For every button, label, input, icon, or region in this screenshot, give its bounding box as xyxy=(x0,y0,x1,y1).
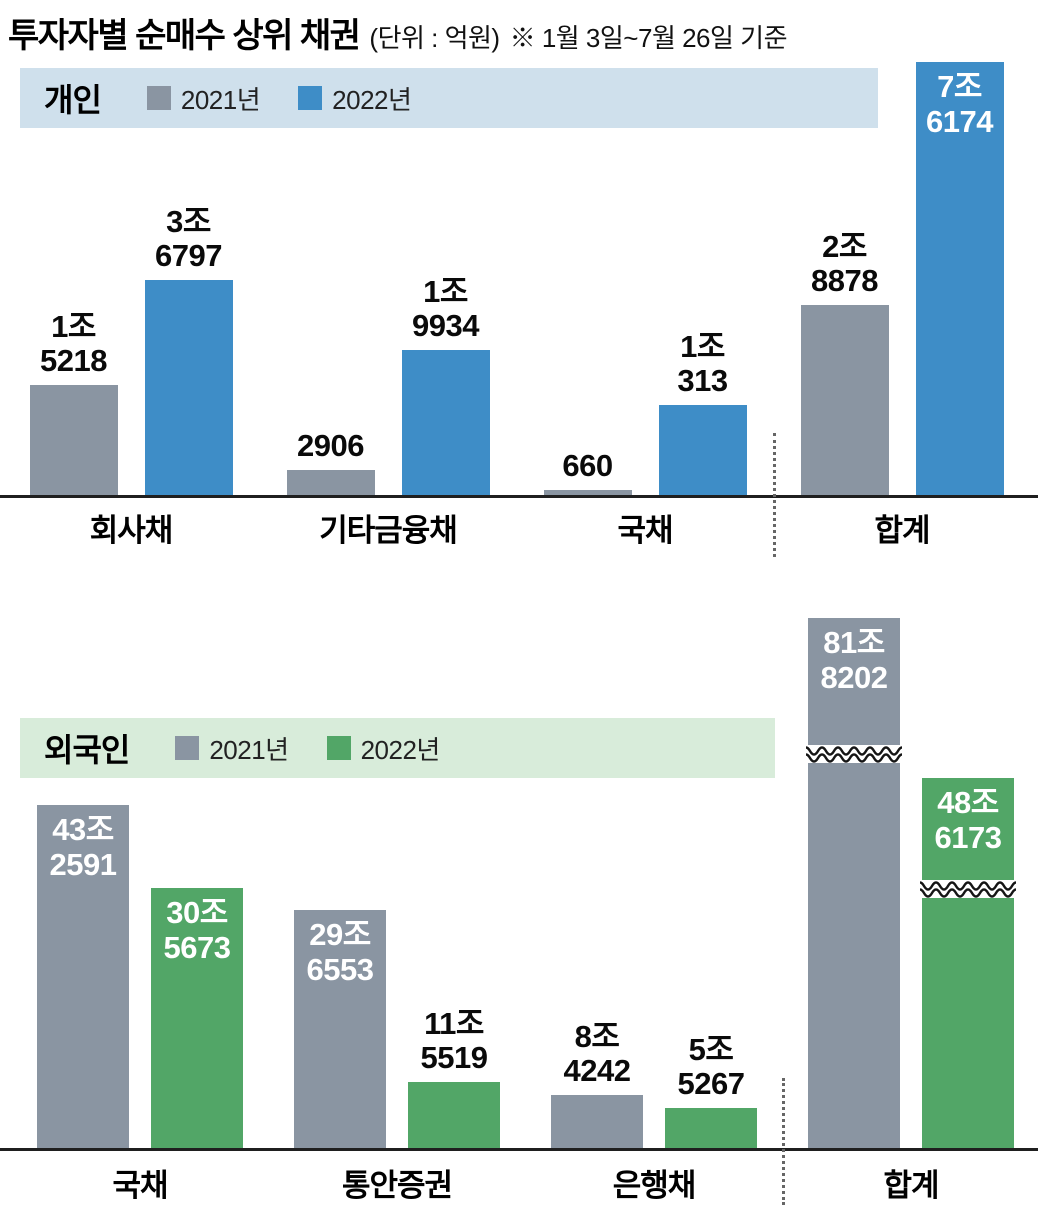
value-label-individual-s1-c3: 7조 6174 xyxy=(926,69,993,139)
bar-foreign-s0-c3 xyxy=(808,618,900,1150)
title-period-note: ※ 1월 3일~7월 26일 기준 xyxy=(509,23,788,53)
title-main: 투자자별 순매수 상위 채권 xyxy=(8,17,361,55)
category-label-individual-0: 회사채 xyxy=(89,513,174,548)
category-label-individual-2: 국채 xyxy=(617,513,673,548)
panel-individual-header-band: 개인 2021년 2022년 xyxy=(20,68,878,128)
value-label-foreign-s0-c2: 8조 4242 xyxy=(563,1018,631,1089)
panel-individual-title: 개인 xyxy=(44,82,102,118)
panel-individual-total-separator xyxy=(773,433,776,557)
panel-individual-x-axis xyxy=(0,495,1038,498)
bar-individual-s1-c1 xyxy=(401,350,490,497)
panel-foreign-bars: 43조 2591 29조 6553 8조 4242 81조 8202 30조 5673 11조 551… xyxy=(0,560,1038,1209)
legend-item-2021: 2021년 xyxy=(175,730,289,767)
value-label-individual-s0-c0: 1조 5218 xyxy=(40,308,107,379)
bar-individual-s0-c1 xyxy=(286,470,375,497)
category-label-foreign-1: 통안증권 xyxy=(341,1168,453,1203)
value-label-individual-s1-c2: 1조 313 xyxy=(677,328,728,399)
value-label-foreign-s1-c3: 48조 6173 xyxy=(934,785,1002,855)
legend-swatch-2021 xyxy=(175,736,200,760)
legend-item-2022: 2022년 xyxy=(298,80,412,117)
legend-item-2022: 2022년 xyxy=(326,730,441,767)
legend-label-2021: 2021년 xyxy=(180,84,261,115)
value-label-foreign-s0-c3: 81조 8202 xyxy=(820,625,888,695)
panel-foreign-title: 외국인 xyxy=(44,732,130,768)
panel-foreign-category-labels: 국채 통안증권 은행채 합계 xyxy=(0,560,1038,1209)
panel-individual-bars: 1조 5218 2906 660 2조 8878 3조 6797 1조 9934 1조 313 7조 61… xyxy=(0,55,1038,565)
panel-individual: 개인 2021년 2022년 1조 5218 2906 660 2조 8878 3조 6797… xyxy=(0,55,1038,565)
bar-foreign-s0-c2 xyxy=(551,1095,643,1150)
bar-foreign-s1-c1 xyxy=(408,1082,500,1150)
value-label-individual-s1-c0: 3조 6797 xyxy=(155,203,222,274)
value-label-individual-s1-c1: 1조 9934 xyxy=(412,273,479,344)
axis-break-marks-foreign-s0 xyxy=(806,745,902,763)
value-label-individual-s0-c1: 2906 xyxy=(297,428,364,464)
category-label-foreign-0: 국채 xyxy=(112,1168,168,1203)
bar-individual-s0-c2 xyxy=(543,490,632,497)
category-label-individual-1: 기타금융채 xyxy=(319,513,458,548)
bar-individual-s0-c0 xyxy=(29,385,118,497)
title-unit-note: (단위 : 억원) xyxy=(369,23,500,53)
value-label-foreign-s1-c0: 30조 5673 xyxy=(163,895,231,965)
panel-foreign-total-separator xyxy=(782,1078,785,1205)
value-label-foreign-s0-c1: 29조 6553 xyxy=(306,917,374,987)
panel-foreign-x-axis xyxy=(0,1148,1038,1151)
bar-individual-s1-c0 xyxy=(144,280,233,497)
legend-label-2022: 2022년 xyxy=(360,734,441,765)
value-label-foreign-s0-c0: 43조 2591 xyxy=(49,812,117,882)
value-label-foreign-s1-c2: 5조 5267 xyxy=(677,1031,745,1102)
bar-foreign-s0-c0 xyxy=(37,805,129,1150)
legend-swatch-2022 xyxy=(326,736,351,760)
value-label-foreign-s1-c1: 11조 5519 xyxy=(420,1005,488,1076)
bar-foreign-s0-c1 xyxy=(294,910,386,1150)
legend-swatch-2021 xyxy=(146,86,171,110)
value-label-individual-s0-c3: 2조 8878 xyxy=(811,228,878,299)
bar-individual-s1-c3 xyxy=(915,62,1004,497)
legend-item-2021: 2021년 xyxy=(146,80,261,117)
chart-header: 투자자별 순매수 상위 채권 (단위 : 억원) ※ 1월 3일~7월 26일 … xyxy=(8,8,788,57)
panel-foreign-header-band: 외국인 2021년 2022년 xyxy=(20,718,775,778)
bar-individual-s0-c3 xyxy=(800,305,889,497)
bar-foreign-s1-c0 xyxy=(151,888,243,1150)
axis-break-marks-foreign-s1 xyxy=(920,880,1016,898)
legend-label-2021: 2021년 xyxy=(209,734,289,765)
legend-individual: 2021년 2022년 xyxy=(146,80,412,117)
category-label-foreign-2: 은행채 xyxy=(612,1168,697,1203)
value-label-individual-s0-c2: 660 xyxy=(562,448,613,484)
category-label-foreign-3: 합계 xyxy=(883,1168,939,1203)
bar-foreign-s1-c2 xyxy=(665,1108,757,1150)
category-label-individual-3: 합계 xyxy=(874,513,930,548)
legend-foreign: 2021년 2022년 xyxy=(175,730,440,767)
panel-individual-category-labels: 회사채 기타금융채 국채 합계 xyxy=(0,55,1038,565)
legend-swatch-2022 xyxy=(298,86,323,110)
panel-foreign: 외국인 2021년 2022년 43조 2591 29조 6553 8조 4242 81조 8… xyxy=(0,560,1038,1209)
bar-foreign-s1-c3 xyxy=(922,778,1014,1150)
bar-individual-s1-c2 xyxy=(658,405,747,497)
legend-label-2022: 2022년 xyxy=(332,84,412,115)
